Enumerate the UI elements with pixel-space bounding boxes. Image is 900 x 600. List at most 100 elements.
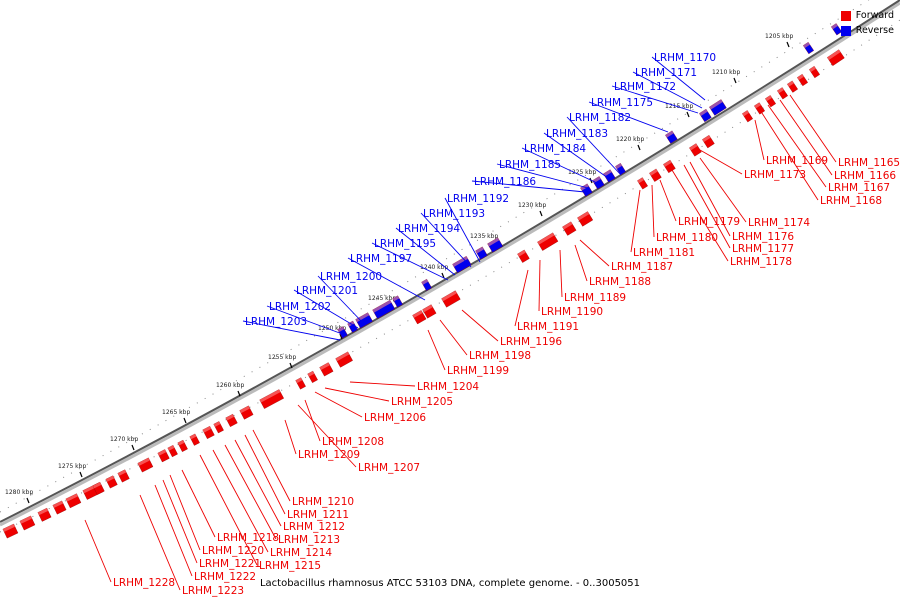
svg-text:LRHM_1168: LRHM_1168 [820, 195, 882, 207]
legend: Forward Reverse [840, 8, 894, 38]
gene-label: LRHM_1201 [293, 285, 359, 329]
gene-label: LRHM_1189 [559, 249, 626, 304]
svg-text:LRHM_1198: LRHM_1198 [469, 350, 531, 362]
tick-mark [539, 210, 543, 217]
forward-gene [702, 134, 715, 149]
gene-label: LRHM_1172 [611, 81, 699, 114]
forward-gene [2, 523, 19, 539]
forward-gene [441, 290, 461, 308]
tick-label: 1215 kbp [665, 103, 693, 110]
svg-text:LRHM_1203: LRHM_1203 [245, 316, 307, 328]
forward-gene [52, 500, 67, 515]
reverse-gene-labels: LRHM_1170 LRHM_1171 LRHM_1172 LRHM_1175 LRHM… [242, 52, 716, 341]
tick-label: 1245 kbp [368, 295, 396, 302]
svg-text:LRHM_1221: LRHM_1221 [199, 558, 261, 570]
reverse-gene [830, 23, 842, 36]
svg-text:LRHM_1182: LRHM_1182 [569, 112, 631, 124]
svg-text:LRHM_1170: LRHM_1170 [654, 52, 716, 64]
tick-mark [289, 362, 293, 369]
reverse-gene [372, 299, 396, 319]
reverse-gene [487, 237, 504, 253]
forward-gene [177, 439, 188, 452]
reverse-gene [580, 183, 593, 197]
tick-label: 1205 kbp [765, 33, 793, 40]
svg-text:LRHM_1215: LRHM_1215 [259, 560, 321, 572]
forward-gene [239, 405, 254, 420]
forward-swatch [840, 10, 851, 21]
gene-label: LRHM_1222 [154, 484, 256, 583]
forward-gene [137, 457, 154, 473]
forward-gene [787, 80, 798, 93]
gene-label: LRHM_1186 [471, 176, 586, 193]
gene-label: LRHM_1184 [521, 143, 598, 184]
gene-label: LRHM_1182 [566, 112, 631, 176]
tick-mark [183, 417, 187, 424]
reverse-gene [475, 246, 488, 260]
svg-text:LRHM_1181: LRHM_1181 [633, 247, 695, 259]
forward-gene [537, 232, 559, 251]
forward-gene [189, 433, 200, 446]
gene-label: LRHM_1194 [395, 223, 460, 276]
svg-text:LRHM_1173: LRHM_1173 [744, 169, 806, 181]
svg-text:LRHM_1184: LRHM_1184 [524, 143, 586, 155]
forward-gene [797, 73, 808, 87]
gene-label: LRHM_1181 [630, 189, 695, 259]
forward-gene [562, 221, 577, 236]
svg-text:LRHM_1212: LRHM_1212 [283, 521, 345, 533]
gene-label: LRHM_1191 [514, 269, 579, 333]
tick-mark [786, 41, 790, 48]
forward-gene [167, 445, 178, 458]
reverse-gene [665, 130, 678, 144]
gene-label: LRHM_1179 [659, 179, 740, 228]
tick-mark [339, 333, 343, 340]
forward-gene [19, 515, 36, 531]
gene-label: LRHM_1174 [699, 157, 810, 229]
svg-text:LRHM_1208: LRHM_1208 [322, 436, 384, 448]
gene-label: LRHM_1199 [427, 329, 509, 377]
svg-text:LRHM_1192: LRHM_1192 [447, 193, 509, 205]
forward-gene [422, 304, 437, 319]
forward-gene [295, 377, 306, 390]
tick-label: 1270 kbp [110, 436, 138, 443]
tick-label: 1240 kbp [420, 264, 448, 271]
gene-label: LRHM_1206 [314, 391, 426, 424]
forward-gene [517, 249, 530, 263]
svg-text:LRHM_1214: LRHM_1214 [270, 547, 332, 559]
gene-label: LRHM_1190 [538, 259, 603, 318]
svg-text:LRHM_1190: LRHM_1190 [541, 306, 603, 318]
tick-label: 1255 kbp [268, 354, 296, 361]
svg-text:LRHM_1166: LRHM_1166 [834, 170, 896, 182]
svg-text:LRHM_1218: LRHM_1218 [217, 532, 279, 544]
forward-gene [319, 362, 334, 377]
svg-text:LRHM_1200: LRHM_1200 [320, 271, 382, 283]
svg-text:LRHM_1171: LRHM_1171 [635, 67, 697, 79]
svg-text:LRHM_1180: LRHM_1180 [656, 232, 718, 244]
tick-label: 1225 kbp [568, 169, 596, 176]
svg-text:LRHM_1204: LRHM_1204 [417, 381, 479, 393]
tick-label: 1210 kbp [712, 69, 740, 76]
gene-label: LRHM_1193 [420, 208, 485, 268]
genome-backbone [0, 0, 900, 523]
reverse-gene-track [337, 23, 842, 339]
svg-text:LRHM_1223: LRHM_1223 [182, 585, 244, 597]
svg-text:LRHM_1175: LRHM_1175 [591, 97, 653, 109]
gene-label: LRHM_1223 [139, 494, 244, 597]
reverse-gene [392, 295, 403, 308]
gene-label: LRHM_1165 [789, 94, 900, 169]
forward-gene [742, 110, 753, 123]
gene-label: LRHM_1185 [496, 159, 589, 189]
reverse-gene [699, 108, 712, 123]
gene-label: LRHM_1166 [779, 99, 896, 182]
tick-label: 1220 kbp [616, 136, 644, 143]
legend-item-reverse: Reverse [840, 23, 894, 38]
gene-label: LRHM_1212 [234, 439, 345, 533]
svg-text:LRHM_1189: LRHM_1189 [564, 292, 626, 304]
forward-gene [65, 493, 82, 509]
svg-text:LRHM_1228: LRHM_1228 [113, 577, 175, 589]
gene-label: LRHM_1208 [304, 399, 384, 448]
tick-label: 1280 kbp [5, 489, 33, 496]
svg-text:LRHM_1195: LRHM_1195 [374, 238, 436, 250]
forward-gene [213, 421, 224, 434]
forward-gene [335, 351, 353, 368]
svg-text:LRHM_1183: LRHM_1183 [546, 128, 608, 140]
